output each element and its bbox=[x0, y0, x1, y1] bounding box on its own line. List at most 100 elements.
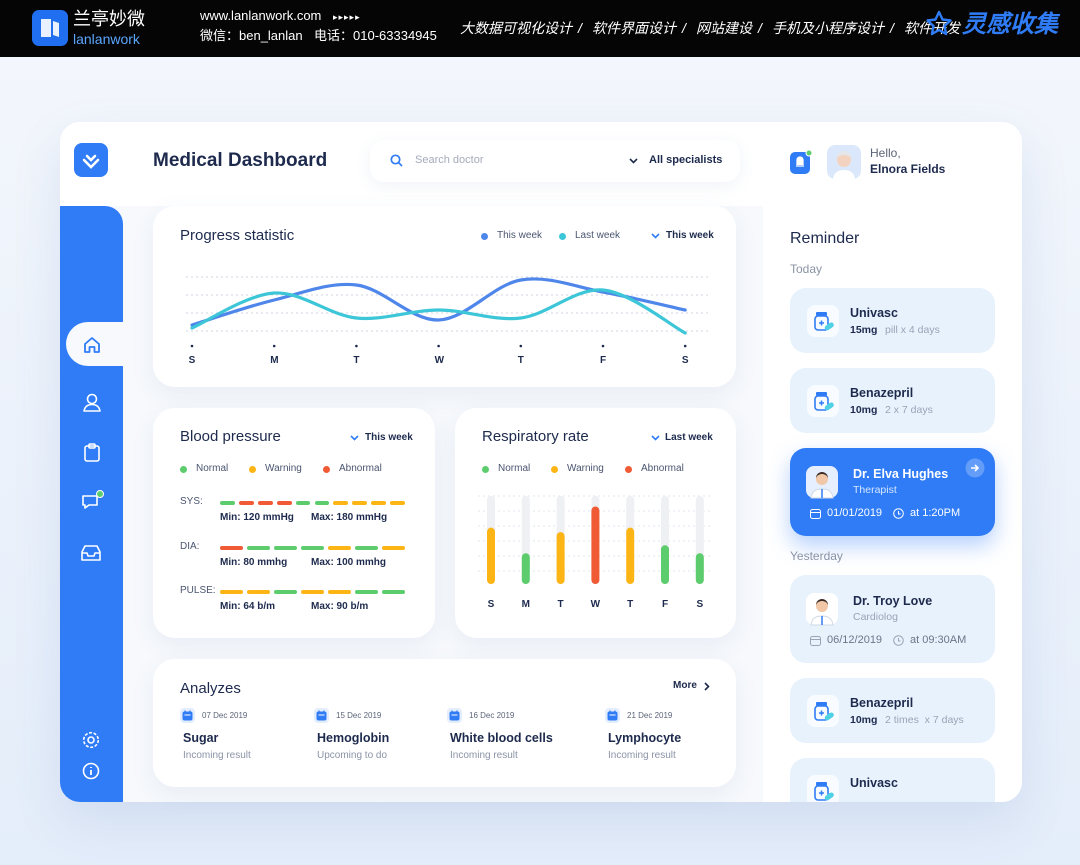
chevron-down-part bbox=[350, 435, 359, 441]
pill-icon-part bbox=[807, 695, 839, 727]
specialist-filter[interactable]: All specialists bbox=[649, 154, 723, 167]
x-tick-label: T bbox=[557, 599, 564, 610]
nav-info[interactable] bbox=[82, 762, 100, 780]
min-value: Min: 80 mmhg bbox=[220, 556, 288, 568]
analysis-name: White blood cells bbox=[450, 730, 553, 745]
pill-icon bbox=[807, 305, 839, 337]
calendar-icon-part bbox=[810, 636, 821, 646]
pill-icon bbox=[807, 695, 839, 727]
medication-card[interactable]: Univasc bbox=[790, 758, 995, 802]
group-label: Yesterday bbox=[790, 548, 843, 563]
banner-service: 大数据可视化设计 bbox=[460, 19, 572, 36]
more-chevron-part bbox=[704, 682, 710, 691]
period-filter[interactable]: This week bbox=[365, 432, 413, 443]
row-label: PULSE: bbox=[180, 585, 216, 596]
status-segment bbox=[274, 590, 297, 594]
calendar-icon-part bbox=[449, 711, 460, 721]
user-avatar-part bbox=[837, 153, 851, 167]
analysis-date: 21 Dec 2019 bbox=[627, 711, 673, 721]
nav-records[interactable] bbox=[84, 443, 100, 462]
notification-bell-part bbox=[805, 149, 813, 157]
reminder-panel: Reminder Today Univasc 15mg pill x 4 days Ben… bbox=[763, 206, 1022, 802]
nav-home[interactable] bbox=[83, 335, 101, 353]
pill-icon-part bbox=[824, 792, 834, 801]
status-segment bbox=[355, 545, 378, 550]
doctor-card[interactable]: Dr. Troy Love Cardiolog 06/12/2019 at 09:30… bbox=[790, 575, 995, 663]
medication-card[interactable]: Univasc 15mg pill x 4 days bbox=[790, 288, 995, 353]
clock-icon bbox=[893, 635, 904, 646]
appointment-time: at 1:20PM bbox=[910, 507, 961, 520]
search-box[interactable] bbox=[370, 140, 740, 182]
status-segment bbox=[333, 501, 349, 505]
nav-info-part bbox=[82, 762, 100, 780]
open-button[interactable] bbox=[965, 458, 985, 478]
period-filter[interactable]: Last week bbox=[665, 432, 713, 443]
medication-name: Univasc bbox=[850, 775, 898, 790]
row-label: SYS: bbox=[180, 496, 203, 507]
medication-dose: 10mg bbox=[850, 713, 878, 726]
clock-icon-part bbox=[898, 638, 901, 642]
legend-label: Last week bbox=[575, 230, 621, 241]
legend-label: Warning bbox=[265, 463, 302, 474]
brand-logo-part bbox=[41, 19, 59, 37]
chevron-down bbox=[350, 435, 359, 441]
legend-label: This week bbox=[497, 230, 543, 241]
chevron-down bbox=[629, 158, 638, 164]
status-segment bbox=[382, 545, 405, 550]
medication-detail: 2 x 7 days bbox=[885, 403, 933, 416]
banner-url: www.lanlanwork.com bbox=[200, 8, 322, 24]
status-segment bbox=[382, 590, 405, 594]
calendar-icon-part bbox=[316, 711, 327, 721]
max-value: Max: 90 b/m bbox=[311, 601, 369, 612]
status-segment bbox=[276, 501, 292, 505]
medication-card[interactable]: Benazepril 10mg 2 times x 7 days bbox=[790, 678, 995, 743]
pill-icon-part bbox=[814, 785, 829, 801]
max-value: Max: 180 mmHg bbox=[311, 512, 388, 523]
doctor-avatar bbox=[806, 466, 838, 499]
period-filter[interactable]: This week bbox=[666, 230, 714, 241]
appointment-time: at 09:30AM bbox=[910, 634, 967, 647]
doctor-avatar bbox=[806, 593, 838, 626]
legend-label: Normal bbox=[498, 463, 531, 474]
legend-label: Normal bbox=[196, 463, 229, 474]
doctor-avatar-part bbox=[816, 473, 828, 485]
doctor-card[interactable]: Dr. Elva Hughes Therapist 01/01/2019 at 1:2… bbox=[790, 448, 995, 536]
legend-dot bbox=[480, 232, 488, 240]
nav-messages[interactable] bbox=[81, 490, 105, 512]
x-tick-label: T bbox=[627, 599, 634, 610]
banner bbox=[0, 0, 1080, 57]
banner-phone: 电话：010-63334945 bbox=[314, 28, 437, 44]
more-link[interactable]: More bbox=[673, 680, 697, 691]
calendar-icon-part bbox=[609, 710, 616, 713]
nav-home-tab[interactable] bbox=[66, 322, 123, 366]
analysis-name: Hemoglobin bbox=[317, 730, 390, 745]
nav-home-part bbox=[84, 337, 100, 353]
nav-doctors[interactable] bbox=[82, 392, 102, 412]
pill-icon-part bbox=[807, 385, 839, 417]
min-value: Min: 64 b/m bbox=[220, 601, 276, 612]
x-tick-label: F bbox=[661, 599, 669, 610]
medication-detail: pill x 4 days bbox=[885, 323, 940, 336]
calendar-icon-part bbox=[451, 710, 458, 713]
calendar-icon-part bbox=[184, 710, 191, 713]
nav-doctors-part bbox=[86, 393, 98, 405]
nav-doctors-part bbox=[83, 403, 101, 412]
min-value: Min: 120 mmHg bbox=[220, 512, 294, 523]
status-segment bbox=[274, 545, 297, 550]
nav-settings[interactable] bbox=[82, 731, 100, 749]
medication-card[interactable]: Benazepril 10mg 2 x 7 days bbox=[790, 368, 995, 433]
x-tick-label: F bbox=[599, 355, 607, 366]
more-chevron[interactable] bbox=[704, 682, 710, 691]
status-segment bbox=[257, 501, 273, 505]
status-segment bbox=[247, 545, 270, 550]
banner-wechat: 微信：ben_lanlan bbox=[200, 28, 303, 44]
x-tick-label: S bbox=[487, 599, 495, 610]
pill-icon-part bbox=[819, 710, 824, 716]
nav-inbox[interactable] bbox=[81, 545, 101, 561]
status-segment bbox=[314, 501, 330, 505]
user-avatar-part bbox=[833, 170, 855, 179]
card-title: Progress statistic bbox=[180, 227, 295, 244]
search-placeholder: Search doctor bbox=[415, 154, 484, 167]
notification-bell[interactable] bbox=[790, 149, 813, 174]
page-title: Medical Dashboard bbox=[153, 149, 328, 171]
